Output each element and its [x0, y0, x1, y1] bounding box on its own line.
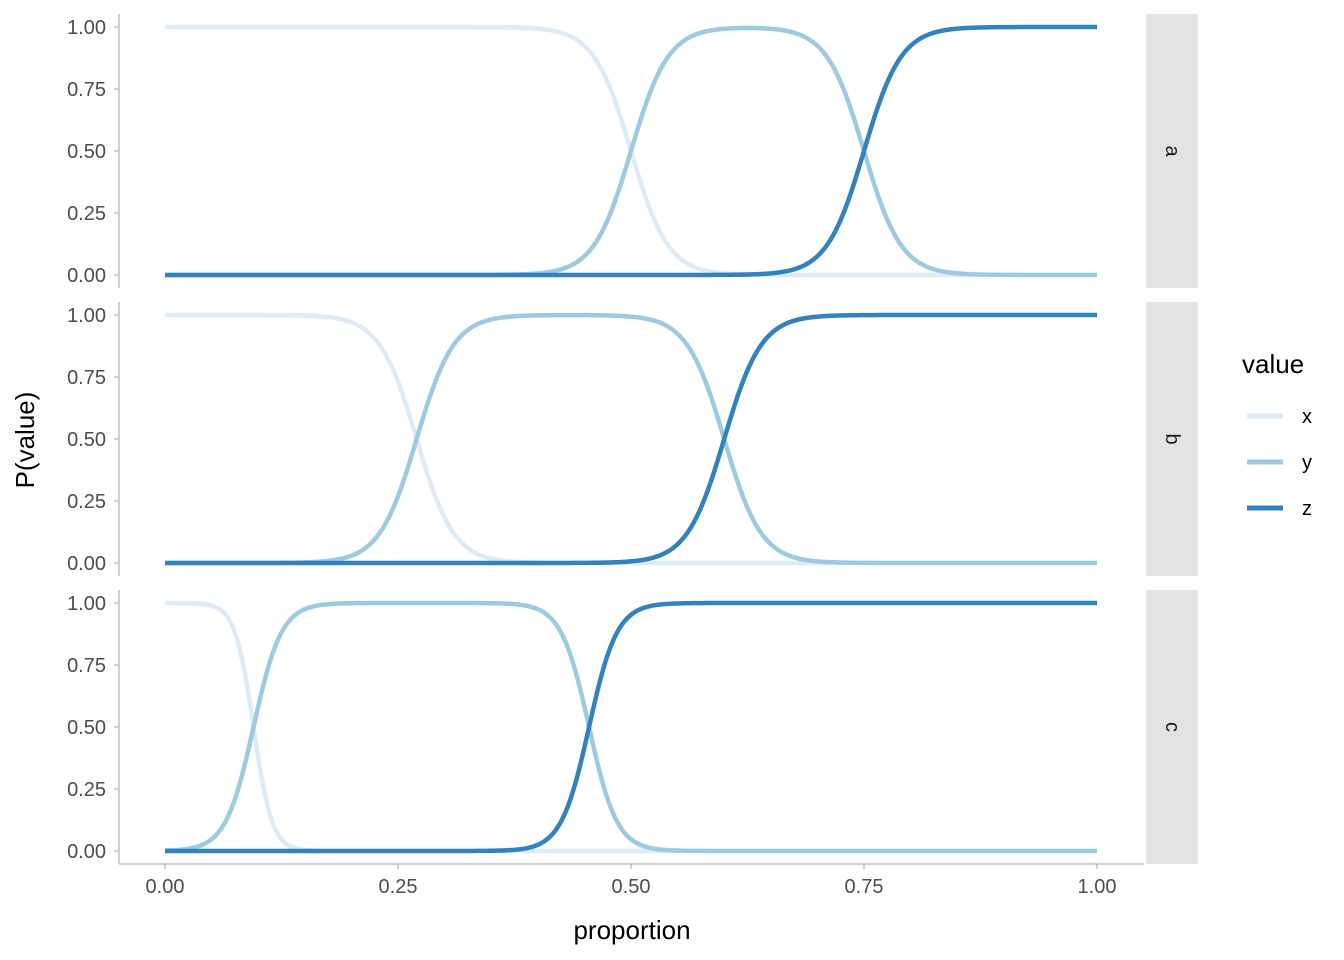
x-tick-label: 1.00	[1078, 876, 1117, 898]
legend: value x y z	[1242, 349, 1312, 520]
series-line-x-b	[165, 312, 1097, 566]
facet-strip	[1146, 590, 1198, 864]
y-tick-label: 0.25	[67, 779, 106, 801]
x-tick-label: 0.00	[146, 876, 185, 898]
y-tick-label: 0.00	[67, 841, 106, 863]
facet-strip	[1146, 302, 1198, 576]
panel-c: 0.00 0.25 0.50 0.75 1.00 c	[67, 590, 1198, 864]
y-tick-label: 0.50	[67, 429, 106, 451]
series-line-y-b	[165, 312, 1097, 566]
panels-layer: 0.00 0.25 0.50 0.75 1.00 a 0.00 0.25 0.50 0.75 1.0…	[67, 14, 1198, 864]
legend-title: value	[1242, 349, 1304, 379]
y-tick-label: 0.25	[67, 491, 106, 513]
x-tick-label: 0.75	[845, 876, 884, 898]
panel-b: 0.00 0.25 0.50 0.75 1.00 b	[67, 302, 1198, 576]
y-tick-label: 1.00	[67, 17, 106, 39]
panel-a: 0.00 0.25 0.50 0.75 1.00 a	[67, 14, 1198, 288]
series-line-z-a	[165, 24, 1097, 278]
y-tick-label: 0.50	[67, 717, 106, 739]
legend-label-y: y	[1302, 452, 1312, 474]
x-axis: 0.00 0.25 0.50 0.75 1.00	[119, 863, 1144, 898]
y-tick-label: 0.75	[67, 367, 106, 389]
facet-strip	[1146, 14, 1198, 288]
y-tick-label: 0.00	[67, 553, 106, 575]
x-axis-title: proportion	[573, 915, 690, 945]
series-line-z-c	[165, 600, 1097, 854]
y-tick-label: 0.50	[67, 141, 106, 163]
legend-label-x: x	[1302, 406, 1312, 428]
legend-label-z: z	[1302, 498, 1312, 520]
facet-strip-label: b	[1161, 433, 1183, 444]
x-tick-label: 0.25	[379, 876, 418, 898]
y-tick-label: 0.75	[67, 655, 106, 677]
series-line-z-b	[165, 312, 1097, 566]
series-line-x-c	[165, 600, 1097, 854]
x-tick-label: 0.50	[612, 876, 651, 898]
y-tick-label: 0.25	[67, 203, 106, 225]
facet-strip-label: a	[1161, 145, 1183, 157]
y-tick-label: 0.00	[67, 265, 106, 287]
facet-strip-label: c	[1161, 722, 1183, 732]
series-line-y-c	[164, 600, 1097, 854]
series-line-y-a	[165, 25, 1097, 278]
y-tick-label: 0.75	[67, 79, 106, 101]
y-axis-title: P(value)	[10, 392, 40, 489]
y-tick-label: 1.00	[67, 593, 106, 615]
y-tick-label: 1.00	[67, 305, 106, 327]
